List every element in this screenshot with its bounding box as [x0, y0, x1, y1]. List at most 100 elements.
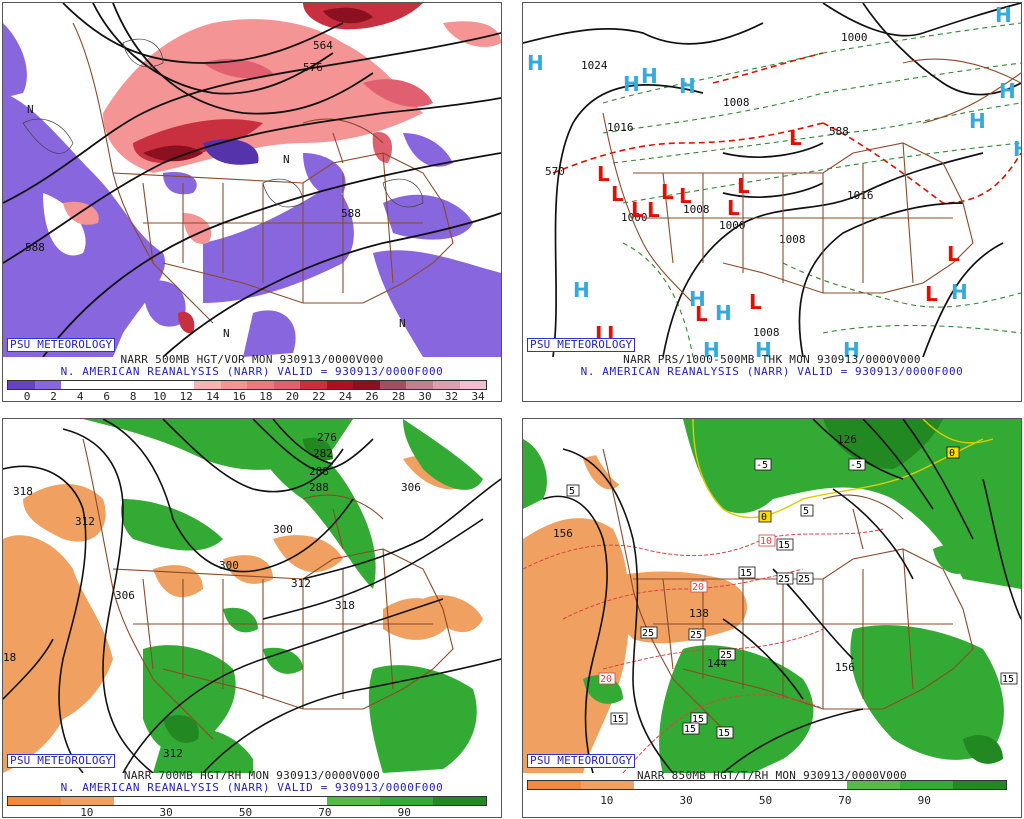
- colorbar-tick-label: 2: [50, 390, 57, 402]
- contour-label: 156: [553, 527, 573, 540]
- height-contours: [3, 419, 501, 773]
- panel-subtitle: N. AMERICAN REANALYSIS (NARR) VALID = 93…: [580, 365, 964, 378]
- contour-label: 126: [837, 433, 857, 446]
- temp-label: 15: [692, 714, 704, 725]
- height-contours: [3, 3, 501, 357]
- colorbar-ticks: 10 30 50 70 90: [7, 806, 485, 818]
- contour-label: 564: [313, 39, 333, 52]
- colorbar-tick-label: 30: [418, 390, 432, 402]
- colorbar-tick-label: 28: [391, 390, 406, 402]
- contour-label: 288: [309, 481, 329, 494]
- high-marker: H: [679, 74, 696, 98]
- map-850mb: 156 138 144 156 126 5 -5 -5 5 0 0 10 15 …: [523, 419, 1021, 773]
- contour-label: 276: [317, 431, 337, 444]
- low-marker: L: [679, 184, 692, 208]
- colorbar-tick-label: 30: [679, 794, 693, 807]
- contour-label: 1016: [847, 189, 874, 202]
- temp-label: 15: [1002, 674, 1014, 685]
- low-marker: L: [597, 162, 610, 186]
- contour-label: 306: [115, 589, 135, 602]
- colorbar-tick-label: 70: [318, 806, 332, 818]
- colorbar-ticks: 0 2 4 6 8 10 12 14 16 18 20 22 24 26 28 30 32 34: [7, 390, 485, 402]
- contour-label: 318: [335, 599, 355, 612]
- high-marker: H: [573, 278, 590, 302]
- contour-label: 312: [163, 747, 183, 760]
- map-borders: [602, 58, 1021, 304]
- psu-meteorology-label: PSU METEOROLOGY: [7, 754, 116, 768]
- colorbar-tick-label: 4: [76, 390, 84, 402]
- colorbar-tick-label: 18: [259, 390, 273, 402]
- vorticity-colorbar: [7, 380, 487, 390]
- contour-label: 1008: [753, 326, 780, 339]
- high-marker: H: [843, 338, 860, 357]
- contour-label: 282: [313, 447, 333, 460]
- high-marker: H: [995, 3, 1012, 27]
- panel-title: NARR PRS/1000-500MB THK MON 930913/0000V…: [623, 353, 921, 366]
- temp-label: 5: [803, 506, 809, 517]
- colorbar-tick-label: 10: [600, 794, 614, 807]
- psu-meteorology-label: PSU METEOROLOGY: [527, 754, 636, 768]
- panel-title: NARR 500MB HGT/VOR MON 930913/0000V000: [120, 353, 384, 366]
- contour-label: 318: [13, 485, 33, 498]
- colorbar-tick-label: 50: [758, 794, 773, 807]
- colorbar-tick-label: 10: [80, 806, 94, 818]
- colorbar-tick-label: 8: [129, 390, 137, 402]
- colorbar-tick-label: 70: [838, 794, 852, 807]
- psu-meteorology-label: PSU METEOROLOGY: [7, 338, 116, 352]
- low-marker: L: [737, 174, 750, 198]
- colorbar-tick-label: 34: [471, 390, 485, 402]
- high-marker: H: [999, 79, 1016, 103]
- map-borders: [82, 438, 454, 740]
- low-marker: L: [749, 290, 762, 314]
- psu-meteorology-label: PSU METEOROLOGY: [527, 338, 636, 352]
- temp-label: 15: [612, 714, 624, 725]
- vorticity-negative-fill: [3, 23, 501, 357]
- temp-label: 0: [949, 448, 955, 459]
- panel-subtitle: N. AMERICAN REANALYSIS (NARR) VALID = 93…: [60, 781, 444, 794]
- colorbar-tick-label: 24: [338, 390, 353, 402]
- contour-label: 576: [303, 61, 323, 74]
- contour-label: 156: [835, 661, 855, 674]
- contour-label: 588: [829, 125, 849, 138]
- colorbar-tick-label: 90: [397, 806, 411, 818]
- isobars: [523, 3, 1021, 357]
- temp-label: 20: [600, 674, 612, 685]
- colorbar-tick-label: 12: [179, 390, 193, 402]
- low-marker: L: [925, 282, 938, 306]
- low-marker: L: [631, 198, 644, 222]
- contour-label: 300: [219, 559, 239, 572]
- svg-text:N: N: [223, 327, 230, 340]
- temp-label: 15: [778, 540, 790, 551]
- contour-label: 312: [291, 577, 311, 590]
- map-borders: [72, 22, 454, 324]
- rh-colorbar: [527, 780, 1007, 790]
- temp-label: 25: [642, 628, 654, 639]
- panel-title: NARR 700MB HGT/RH MON 930913/0000V000: [123, 769, 381, 782]
- temp-label: -5: [850, 460, 862, 471]
- temp-label: 15: [684, 724, 696, 735]
- panel-500mb-vorticity: 588 588 576 564 N N N N PSU METEOROLOGY …: [2, 2, 502, 402]
- colorbar-tick-label: 6: [103, 390, 110, 402]
- contour-label: 1000: [841, 31, 868, 44]
- svg-text:N: N: [27, 103, 34, 116]
- colorbar-tick-label: 16: [232, 390, 246, 402]
- panel-850mb-temp-rh: 156 138 144 156 126 5 -5 -5 5 0 0 10 15 …: [522, 418, 1022, 818]
- high-marker: H: [623, 72, 640, 96]
- low-marker: L: [647, 198, 660, 222]
- low-marker: L: [611, 182, 624, 206]
- colorbar-tick-label: 50: [238, 806, 253, 818]
- contour-labels: 588 588 576 564: [25, 39, 361, 254]
- contour-label: 138: [689, 607, 709, 620]
- temp-label: 25: [720, 650, 732, 661]
- thickness-570-588: [552, 52, 1021, 204]
- colorbar-tick-label: 22: [312, 390, 326, 402]
- temp-label: 25: [798, 574, 810, 585]
- colorbar-ticks: 10 30 50 70 90: [527, 794, 1005, 807]
- panel-700mb-rh: 318 312 306 300 312 318 276 282 288 288 …: [2, 418, 502, 818]
- temp-label: 10: [760, 536, 772, 547]
- colorbar-tick-label: 26: [365, 390, 379, 402]
- vorticity-positive-fill: [63, 3, 501, 334]
- svg-text:N: N: [283, 153, 290, 166]
- colorbar-tick-label: 90: [917, 794, 931, 807]
- contour-label: 1000: [719, 219, 746, 232]
